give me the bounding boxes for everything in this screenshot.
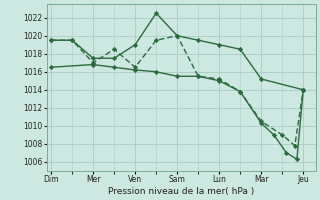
X-axis label: Pression niveau de la mer( hPa ): Pression niveau de la mer( hPa ) (108, 187, 254, 196)
